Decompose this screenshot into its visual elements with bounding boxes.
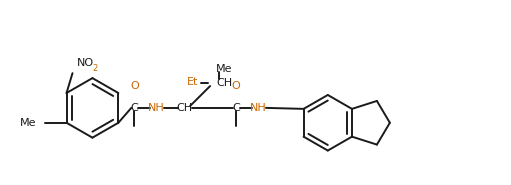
Text: 2: 2 [92,64,98,73]
Text: C: C [232,103,240,113]
Text: CH: CH [216,78,232,88]
Text: Me: Me [20,118,37,128]
Text: O: O [130,81,138,91]
Text: NH: NH [249,103,266,113]
Text: C: C [130,103,138,113]
Text: NO: NO [77,58,94,68]
Text: Et: Et [187,77,198,87]
Text: CH: CH [176,103,192,113]
Text: NH: NH [148,103,165,113]
Text: O: O [231,81,240,91]
Text: Me: Me [216,64,233,74]
